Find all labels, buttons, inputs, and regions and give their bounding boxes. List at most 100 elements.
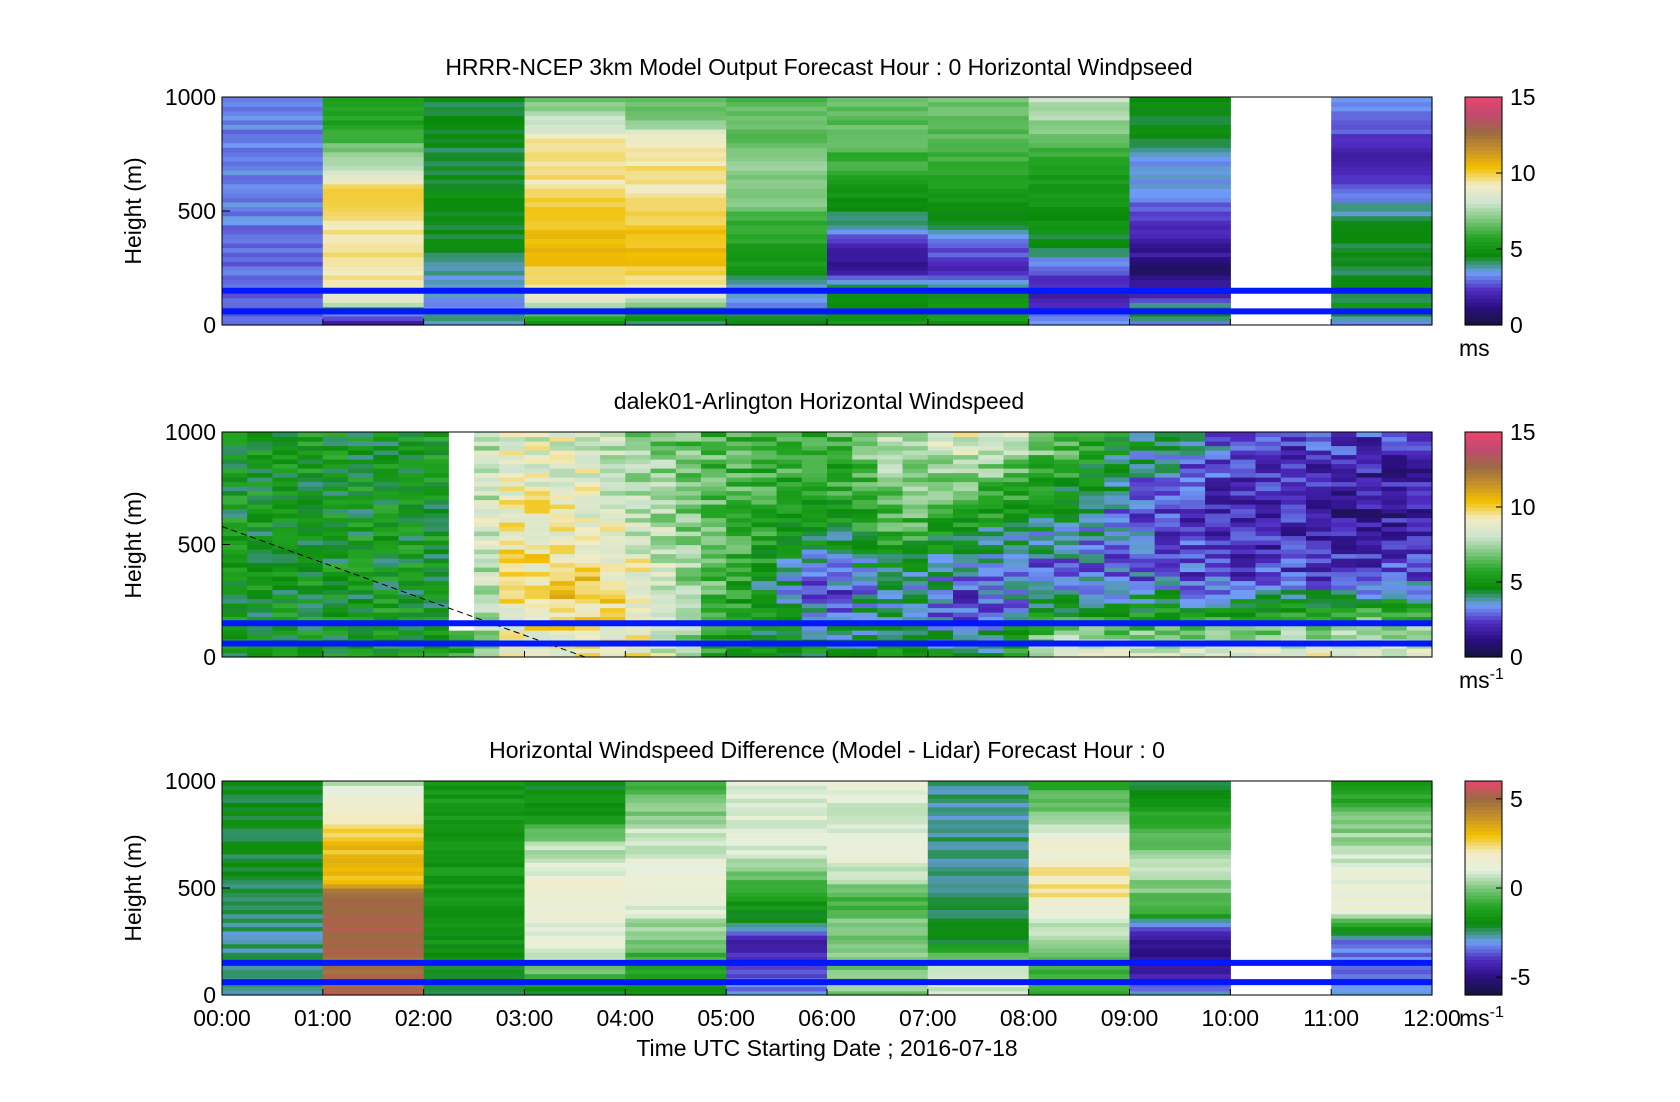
heatmap-cell <box>348 490 374 496</box>
colorbar-swatch <box>1465 608 1502 613</box>
heatmap-cell <box>1028 106 1131 112</box>
heatmap-cell <box>1053 450 1080 456</box>
heatmap-cell <box>1406 517 1433 523</box>
colorbar-swatch <box>1465 948 1502 953</box>
heatmap-cell <box>322 481 349 487</box>
heatmap-cell <box>1003 567 1030 573</box>
heatmap-cell <box>927 956 1030 962</box>
heatmap-cell <box>1230 432 1257 438</box>
heatmap-cell <box>776 544 803 550</box>
heatmap-cell <box>1053 594 1080 600</box>
heatmap-cell <box>297 526 324 532</box>
heatmap-cell <box>1280 436 1307 442</box>
heatmap-cell <box>474 513 500 519</box>
heatmap-cell <box>322 990 425 996</box>
heatmap-cell <box>751 616 778 622</box>
heatmap-cell <box>549 576 576 582</box>
heatmap-cell <box>625 815 727 821</box>
heatmap-cell <box>448 486 475 492</box>
heatmap-cell <box>222 866 324 872</box>
heatmap-cell <box>827 101 929 107</box>
heatmap-cell <box>801 522 828 528</box>
heatmap-cell <box>927 445 954 451</box>
heatmap-cell <box>726 952 828 958</box>
heatmap-cell <box>1129 183 1231 189</box>
heatmap-cell <box>1129 853 1231 859</box>
heatmap-cell <box>297 481 324 487</box>
heatmap-cell <box>1104 594 1131 600</box>
heatmap-cell <box>499 436 526 442</box>
heatmap-cell <box>701 522 727 528</box>
heatmap-cell <box>398 549 425 555</box>
heatmap-cell <box>222 445 248 451</box>
heatmap-cell <box>625 823 727 829</box>
heatmap-cell <box>751 544 778 550</box>
heatmap-cell <box>902 652 929 658</box>
heatmap-cell <box>1381 472 1408 478</box>
heatmap-cell <box>448 603 475 609</box>
heatmap-cell <box>650 450 677 456</box>
heatmap-cell <box>272 558 299 564</box>
heatmap-cell <box>322 553 349 559</box>
heatmap-cell <box>726 472 752 478</box>
heatmap-cell <box>1003 562 1030 568</box>
heatmap-cell <box>1406 580 1433 586</box>
heatmap-cell <box>701 576 727 582</box>
heatmap-cell <box>1331 274 1433 280</box>
heatmap-cell <box>927 513 954 519</box>
colorbar-swatch <box>1465 317 1502 322</box>
heatmap-cell <box>524 875 626 881</box>
heatmap-cell <box>1154 549 1181 555</box>
heatmap-cell <box>524 432 551 438</box>
heatmap-cell <box>1331 517 1357 523</box>
heatmap-cell <box>776 441 803 447</box>
heatmap-cell <box>373 513 400 519</box>
heatmap-cell <box>801 634 828 640</box>
heatmap-cell <box>524 450 551 456</box>
heatmap-cell <box>726 441 752 447</box>
heatmap-cell <box>726 522 752 528</box>
heatmap-cell <box>1306 598 1332 604</box>
heatmap-cell <box>701 499 727 505</box>
heatmap-cell <box>801 567 828 573</box>
heatmap-cell <box>1003 598 1030 604</box>
heatmap-cell <box>1406 616 1433 622</box>
heatmap-cell <box>1356 571 1383 577</box>
heatmap-cell <box>398 508 425 514</box>
y-tick-label: 0 <box>203 982 216 1008</box>
heatmap-cell <box>1331 802 1433 808</box>
heatmap-cell <box>1028 896 1131 902</box>
heatmap-cell <box>322 828 425 833</box>
heatmap-cell <box>1406 499 1433 505</box>
heatmap-cell <box>247 508 273 514</box>
heatmap-cell <box>625 956 727 962</box>
heatmap-cell <box>1331 806 1433 812</box>
colorbar-swatch <box>1465 150 1502 155</box>
heatmap-cell <box>247 477 273 483</box>
heatmap-cell <box>726 270 828 276</box>
heatmap-cell <box>1003 522 1030 528</box>
heatmap-cell <box>1003 585 1030 591</box>
heatmap-cell <box>398 607 425 613</box>
heatmap-cell <box>1053 553 1080 559</box>
heatmap-cell <box>448 459 475 465</box>
heatmap-cell <box>902 508 929 514</box>
heatmap-cell <box>625 211 727 217</box>
heatmap-cell <box>1179 504 1206 510</box>
heatmap-cell <box>297 576 324 582</box>
heatmap-cell <box>927 883 1030 889</box>
colorbar-swatch <box>1465 934 1502 939</box>
heatmap-cell <box>524 284 626 290</box>
heatmap-cell <box>1028 522 1055 528</box>
heatmap-cell <box>927 986 1030 992</box>
colorbar-swatch <box>1465 941 1502 946</box>
heatmap-cell <box>701 436 727 442</box>
heatmap-cell <box>726 909 828 915</box>
heatmap-cell <box>625 477 652 483</box>
heatmap-cell <box>600 495 626 501</box>
heatmap-cell <box>1129 151 1231 157</box>
heatmap-cell <box>1205 499 1231 505</box>
heatmap-cell <box>1280 472 1307 478</box>
heatmap-cell <box>1205 495 1231 501</box>
heatmap-cell <box>751 603 778 609</box>
